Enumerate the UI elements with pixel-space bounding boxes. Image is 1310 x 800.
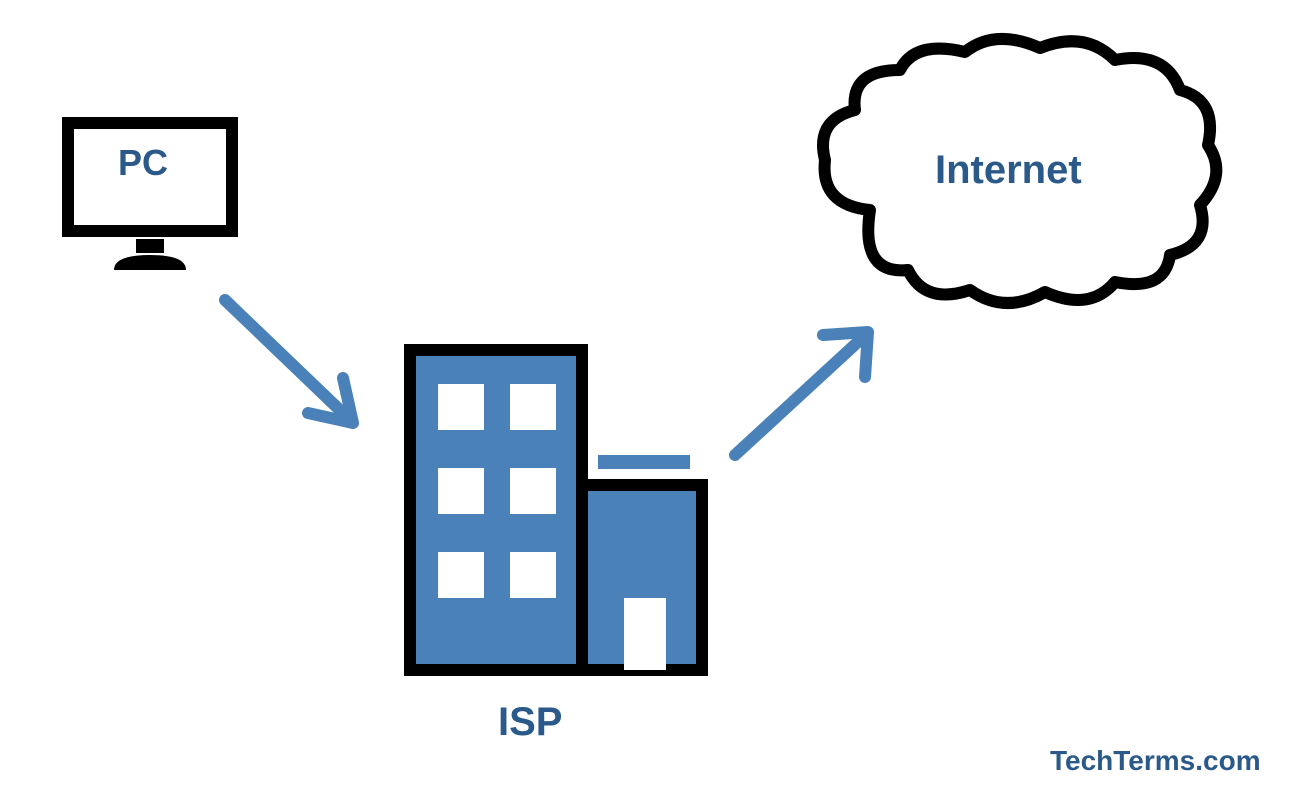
arrow-pc-to-isp xyxy=(210,285,390,455)
arrow-isp-to-internet xyxy=(720,305,900,475)
attribution-text: TechTerms.com xyxy=(1050,745,1261,777)
pc-label: PC xyxy=(118,142,168,184)
isp-building-icon xyxy=(400,340,720,680)
isp-diagram: PC ISP Internet TechTerms.com xyxy=(0,0,1310,800)
isp-label: ISP xyxy=(498,700,562,745)
pc-monitor-icon xyxy=(60,115,240,280)
internet-label: Internet xyxy=(935,148,1082,193)
